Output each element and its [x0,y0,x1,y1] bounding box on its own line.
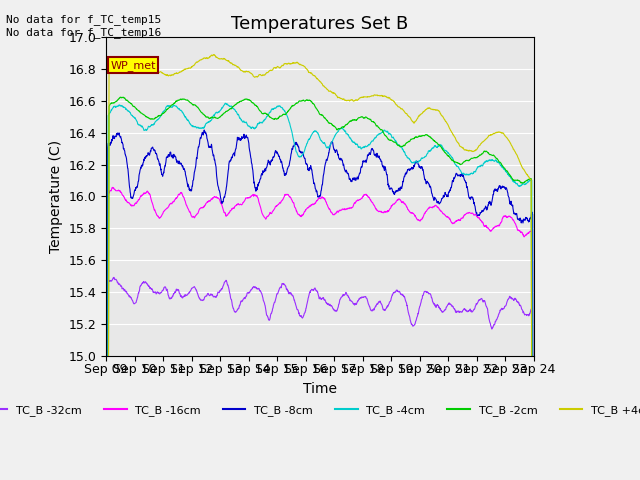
X-axis label: Time: Time [303,382,337,396]
Y-axis label: Temperature (C): Temperature (C) [49,140,63,253]
Text: WP_met: WP_met [111,60,156,71]
Legend: TC_B -32cm, TC_B -16cm, TC_B -8cm, TC_B -4cm, TC_B -2cm, TC_B +4cm: TC_B -32cm, TC_B -16cm, TC_B -8cm, TC_B … [0,400,640,420]
Text: No data for f_TC_temp15
No data for f_TC_temp16: No data for f_TC_temp15 No data for f_TC… [6,14,162,38]
Title: Temperatures Set B: Temperatures Set B [232,15,408,33]
